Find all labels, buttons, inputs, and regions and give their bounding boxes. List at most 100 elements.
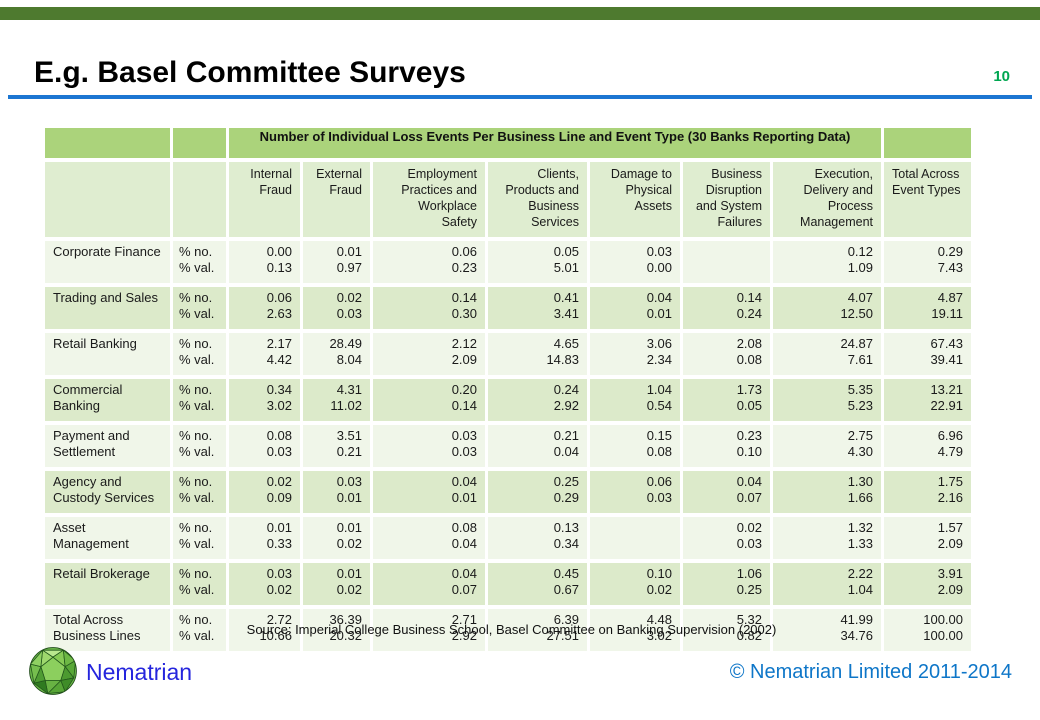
metric-label: % no.% val. xyxy=(173,517,226,559)
data-cell: 3.51 0.21 xyxy=(303,425,370,467)
data-cell: 0.14 0.30 xyxy=(373,287,485,329)
column-header: Business Disruption and System Failures xyxy=(683,162,770,237)
loss-events-table: Number of Individual Loss Events Per Bus… xyxy=(42,124,974,655)
top-accent-bar xyxy=(0,7,1040,20)
data-cell: 0.03 0.02 xyxy=(229,563,300,605)
data-cell: 6.96 4.79 xyxy=(884,425,971,467)
data-cell: 0.06 0.03 xyxy=(590,471,680,513)
row-label: Payment and Settlement xyxy=(45,425,170,467)
data-cell: 0.04 0.07 xyxy=(373,563,485,605)
data-cell: 36.39 20.32 xyxy=(303,609,370,651)
data-cell xyxy=(683,241,770,283)
data-cell: 2.22 1.04 xyxy=(773,563,881,605)
row-label: Corporate Finance xyxy=(45,241,170,283)
data-cell: 0.21 0.04 xyxy=(488,425,587,467)
data-cell: 0.06 0.23 xyxy=(373,241,485,283)
data-cell: 0.01 0.33 xyxy=(229,517,300,559)
data-cell: 0.04 0.01 xyxy=(373,471,485,513)
metric-label: % no.% val. xyxy=(173,379,226,421)
data-cell: 4.87 19.11 xyxy=(884,287,971,329)
row-label: Retail Banking xyxy=(45,333,170,375)
data-cell: 0.08 0.03 xyxy=(229,425,300,467)
column-header: Employment Practices and Workplace Safety xyxy=(373,162,485,237)
data-cell: 0.03 0.01 xyxy=(303,471,370,513)
metric-label: % no.% val. xyxy=(173,333,226,375)
data-cell: 0.13 0.34 xyxy=(488,517,587,559)
table-row: Retail Brokerage% no.% val. 0.03 0.02 0.01 0… xyxy=(45,563,971,605)
page-number: 10 xyxy=(993,68,1010,85)
data-cell: 2.17 4.42 xyxy=(229,333,300,375)
data-cell xyxy=(590,517,680,559)
data-cell: 0.10 0.02 xyxy=(590,563,680,605)
row-label: Trading and Sales xyxy=(45,287,170,329)
table-row: Corporate Finance% no.% val. 0.00 0.13 0.01… xyxy=(45,241,971,283)
metric-label: % no.% val. xyxy=(173,241,226,283)
data-cell: 0.02 0.03 xyxy=(683,517,770,559)
row-label: Retail Brokerage xyxy=(45,563,170,605)
nematrian-logo-icon xyxy=(27,644,79,703)
data-cell: 13.21 22.91 xyxy=(884,379,971,421)
data-cell: 100.00 100.00 xyxy=(884,609,971,651)
data-cell: 28.49 8.04 xyxy=(303,333,370,375)
row-label: Commercial Banking xyxy=(45,379,170,421)
metric-label: % no.% val. xyxy=(173,287,226,329)
data-cell: 4.07 12.50 xyxy=(773,287,881,329)
row-label: Total Across Business Lines xyxy=(45,609,170,651)
table-row: Commercial Banking% no.% val. 0.34 3.02 4.31… xyxy=(45,379,971,421)
data-cell: 0.02 0.03 xyxy=(303,287,370,329)
column-header-spacer xyxy=(45,162,170,237)
data-cell: 0.03 0.00 xyxy=(590,241,680,283)
table-row: Agency and Custody Services% no.% val. 0.0… xyxy=(45,471,971,513)
source-note: Source: Imperial College Business School… xyxy=(246,622,777,637)
data-cell: 0.12 1.09 xyxy=(773,241,881,283)
data-cell: 2.75 4.30 xyxy=(773,425,881,467)
data-cell: 3.06 2.34 xyxy=(590,333,680,375)
copyright-notice: © Nematrian Limited 2011-2014 xyxy=(729,661,1012,683)
data-cell: 0.04 0.07 xyxy=(683,471,770,513)
data-cell: 1.04 0.54 xyxy=(590,379,680,421)
data-cell: 2.12 2.09 xyxy=(373,333,485,375)
data-cell: 0.14 0.24 xyxy=(683,287,770,329)
table-row: Trading and Sales% no.% val. 0.06 2.63 0.02… xyxy=(45,287,971,329)
data-cell: 41.99 34.76 xyxy=(773,609,881,651)
column-header: Clients, Products and Business Services xyxy=(488,162,587,237)
data-cell: 0.23 0.10 xyxy=(683,425,770,467)
page-title: E.g. Basel Committee Surveys xyxy=(34,56,466,89)
title-divider xyxy=(8,95,1032,99)
table-banner-title: Number of Individual Loss Events Per Bus… xyxy=(229,128,881,158)
data-cell: 67.43 39.41 xyxy=(884,333,971,375)
data-cell: 0.06 2.63 xyxy=(229,287,300,329)
data-cell: 0.01 0.97 xyxy=(303,241,370,283)
brand-name: Nematrian xyxy=(86,659,193,685)
data-cell: 0.01 0.02 xyxy=(303,563,370,605)
data-cell: 24.87 7.61 xyxy=(773,333,881,375)
data-cell: 0.25 0.29 xyxy=(488,471,587,513)
row-label: Asset Management xyxy=(45,517,170,559)
data-cell: 3.91 2.09 xyxy=(884,563,971,605)
column-header: Execution, Delivery and Process Management xyxy=(773,162,881,237)
table-row: Asset Management% no.% val. 0.01 0.33 0.01 0.… xyxy=(45,517,971,559)
data-cell: 1.73 0.05 xyxy=(683,379,770,421)
data-cell: 5.35 5.23 xyxy=(773,379,881,421)
data-cell: 0.02 0.09 xyxy=(229,471,300,513)
column-header: Total Across Event Types xyxy=(884,162,971,237)
metric-label: % no.% val. xyxy=(173,563,226,605)
data-cell: 6.39 27.51 xyxy=(488,609,587,651)
data-cell: 0.01 0.02 xyxy=(303,517,370,559)
loss-events-table-container: Number of Individual Loss Events Per Bus… xyxy=(42,124,974,655)
data-cell: 1.57 2.09 xyxy=(884,517,971,559)
banner-spacer-total xyxy=(884,128,971,158)
data-cell: 0.04 0.01 xyxy=(590,287,680,329)
table-row: Payment and Settlement% no.% val. 0.08 0.03… xyxy=(45,425,971,467)
column-header: Damage to Physical Assets xyxy=(590,162,680,237)
column-header: External Fraud xyxy=(303,162,370,237)
data-cell: 0.45 0.67 xyxy=(488,563,587,605)
metric-label: % no.% val. xyxy=(173,425,226,467)
data-cell: 0.03 0.03 xyxy=(373,425,485,467)
data-cell: 2.08 0.08 xyxy=(683,333,770,375)
data-cell: 4.48 3.02 xyxy=(590,609,680,651)
banner-spacer-metric xyxy=(173,128,226,158)
data-cell: 0.29 7.43 xyxy=(884,241,971,283)
metric-label: % no.% val. xyxy=(173,471,226,513)
data-cell: 0.05 5.01 xyxy=(488,241,587,283)
